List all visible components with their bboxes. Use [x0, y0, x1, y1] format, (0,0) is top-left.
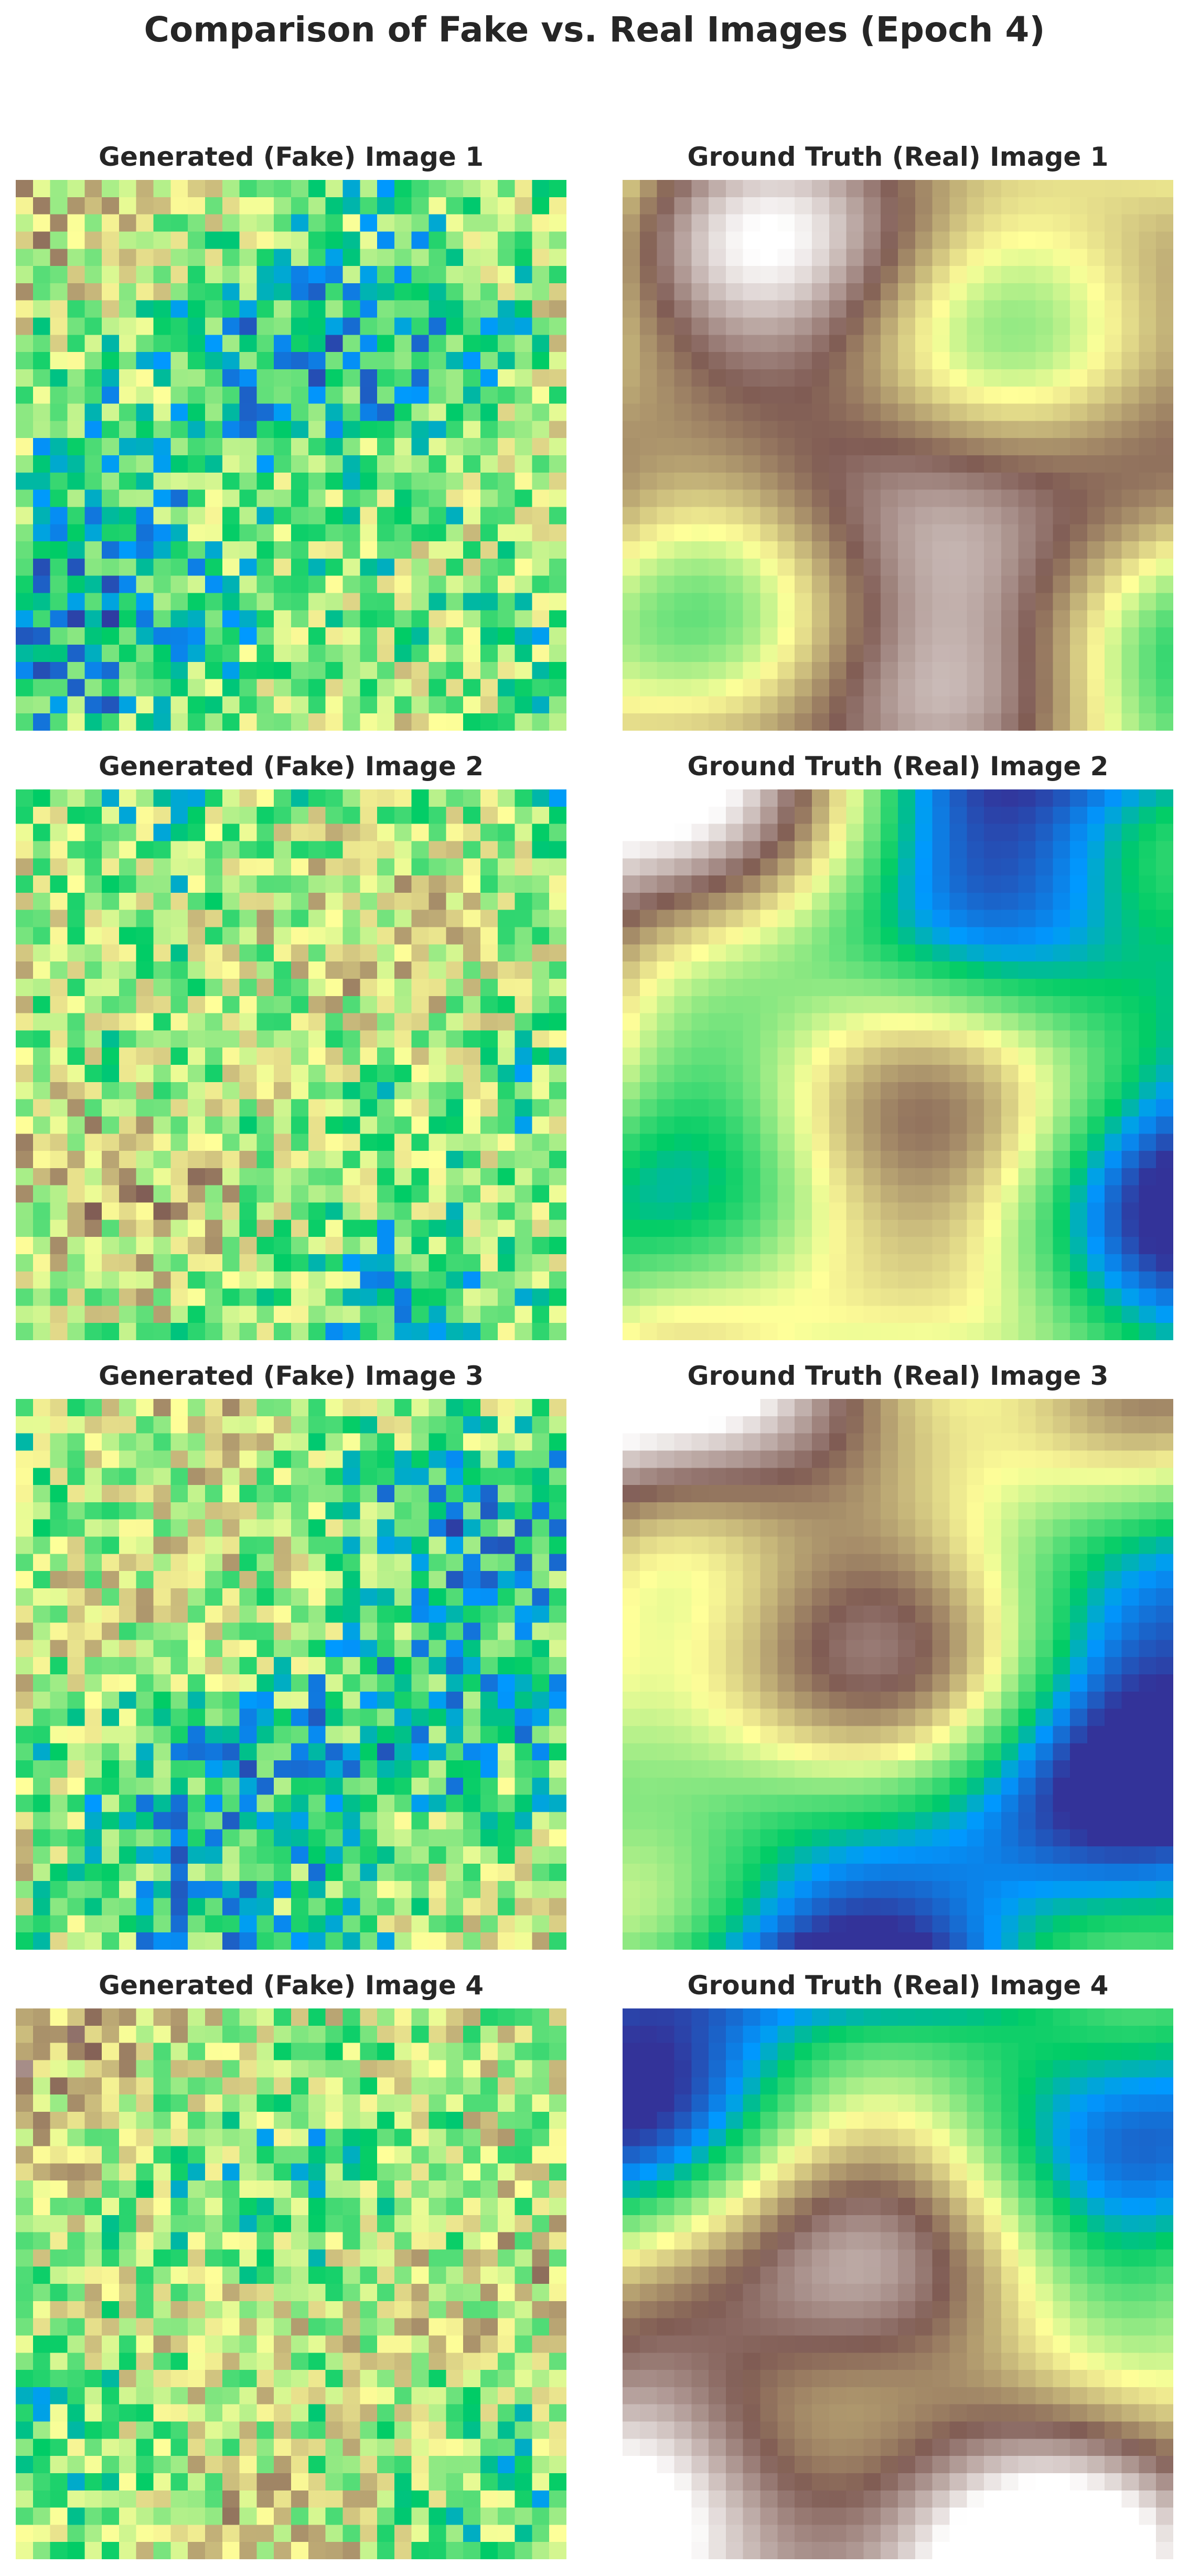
heatmap-real-2 — [623, 789, 1173, 1340]
panel-title-real-1: Ground Truth (Real) Image 1 — [687, 142, 1109, 172]
figure-title: Comparison of Fake vs. Real Images (Epoc… — [144, 9, 1045, 50]
heatmap-real-1 — [623, 180, 1173, 731]
heatmap-fake-3 — [16, 1399, 566, 1950]
heatmap-real-3 — [623, 1399, 1173, 1950]
panel-title-real-2: Ground Truth (Real) Image 2 — [687, 751, 1109, 782]
heatmap-fake-2 — [16, 789, 566, 1340]
panel-title-fake-1: Generated (Fake) Image 1 — [98, 142, 484, 172]
panel-title-real-3: Ground Truth (Real) Image 3 — [687, 1361, 1109, 1391]
heatmap-fake-1 — [16, 180, 566, 731]
panel-title-fake-4: Generated (Fake) Image 4 — [98, 1970, 484, 2001]
panel-title-fake-3: Generated (Fake) Image 3 — [98, 1361, 484, 1391]
panel-title-fake-2: Generated (Fake) Image 2 — [98, 751, 484, 782]
heatmap-real-4 — [623, 2008, 1173, 2559]
panel-title-real-4: Ground Truth (Real) Image 4 — [687, 1970, 1109, 2001]
heatmap-fake-4 — [16, 2008, 566, 2559]
